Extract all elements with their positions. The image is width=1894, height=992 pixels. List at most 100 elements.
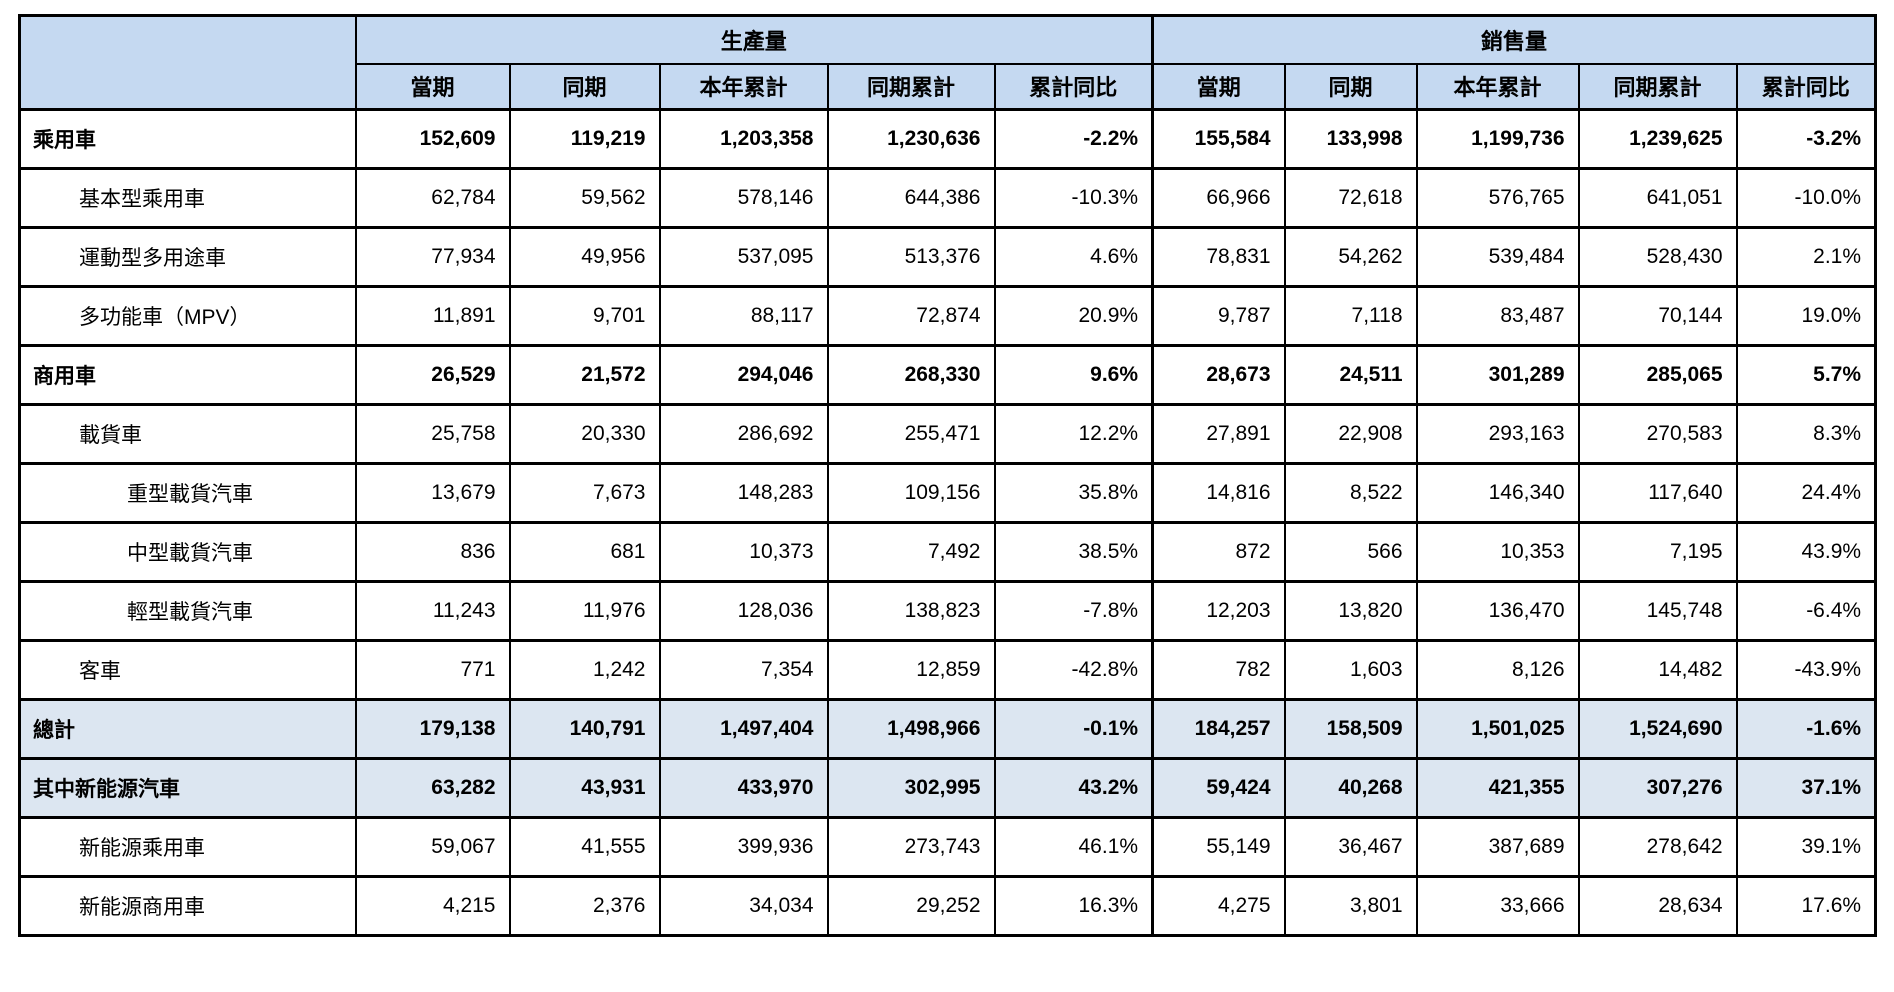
production-cell: 41,555 — [508, 816, 661, 878]
production-cell: -0.1% — [993, 698, 1154, 760]
production-cell: 681 — [508, 521, 661, 583]
sales-cell: 133,998 — [1283, 108, 1418, 170]
production-cell: -7.8% — [993, 580, 1154, 642]
sales-cell: 576,765 — [1415, 167, 1580, 229]
production-cell: 2,376 — [508, 875, 661, 937]
table-row: 載貨車 25,758 20,330 286,692 255,471 12.2% 27,891… — [18, 403, 1877, 465]
production-cell: 4.6% — [993, 226, 1154, 288]
table-row: 中型載貨汽車 836 681 10,373 7,492 38.5% 872 566 10,353… — [18, 521, 1877, 583]
sales-cell: 270,583 — [1577, 403, 1738, 465]
production-cell: 11,976 — [508, 580, 661, 642]
production-cell: 1,497,404 — [658, 698, 829, 760]
sales-cell: 12,203 — [1151, 580, 1286, 642]
sales-cell: 7,195 — [1577, 521, 1738, 583]
table-row: 乘用車 152,609 119,219 1,203,358 1,230,636 -2.2%… — [18, 108, 1877, 170]
production-cell: 148,283 — [658, 462, 829, 524]
sales-cell: 184,257 — [1151, 698, 1286, 760]
production-cell: 268,330 — [826, 344, 996, 406]
col-header-production-yoy: 累計同比 — [993, 62, 1154, 111]
sales-cell: 70,144 — [1577, 285, 1738, 347]
sales-cell: 1,239,625 — [1577, 108, 1738, 170]
sales-cell: 14,482 — [1577, 639, 1738, 701]
table-row: 新能源乘用車 59,067 41,555 399,936 273,743 46.1% 55,… — [18, 816, 1877, 878]
sales-cell: 158,509 — [1283, 698, 1418, 760]
sales-cell: 36,467 — [1283, 816, 1418, 878]
production-cell: 119,219 — [508, 108, 661, 170]
production-cell: 1,242 — [508, 639, 661, 701]
sales-cell: 4,275 — [1151, 875, 1286, 937]
row-label: 新能源商用車 — [18, 875, 357, 937]
table-row: 商用車 26,529 21,572 294,046 268,330 9.6% 28,673 2… — [18, 344, 1877, 406]
sales-cell: 24,511 — [1283, 344, 1418, 406]
sales-cell: -43.9% — [1735, 639, 1877, 701]
production-cell: 294,046 — [658, 344, 829, 406]
row-label: 客車 — [18, 639, 357, 701]
production-cell: 644,386 — [826, 167, 996, 229]
sales-cell: 9,787 — [1151, 285, 1286, 347]
table-row: 客車 771 1,242 7,354 12,859 -42.8% 782 1,603 8,126… — [18, 639, 1877, 701]
production-cell: 140,791 — [508, 698, 661, 760]
production-cell: 836 — [354, 521, 511, 583]
sales-cell: 10,353 — [1415, 521, 1580, 583]
col-header-sales-ytd: 本年累計 — [1415, 62, 1580, 111]
col-header-sales-prior: 同期 — [1283, 62, 1418, 111]
production-group-header: 生產量 — [354, 14, 1154, 65]
sales-cell: -6.4% — [1735, 580, 1877, 642]
sales-group-header: 銷售量 — [1151, 14, 1877, 65]
sales-cell: 782 — [1151, 639, 1286, 701]
production-cell: 513,376 — [826, 226, 996, 288]
row-label: 中型載貨汽車 — [18, 521, 357, 583]
sales-cell: 528,430 — [1577, 226, 1738, 288]
production-cell: 16.3% — [993, 875, 1154, 937]
production-cell: 152,609 — [354, 108, 511, 170]
sales-cell: 387,689 — [1415, 816, 1580, 878]
sales-cell: 72,618 — [1283, 167, 1418, 229]
production-cell: 43.2% — [993, 757, 1154, 819]
production-cell: 88,117 — [658, 285, 829, 347]
sales-cell: 539,484 — [1415, 226, 1580, 288]
table-row: 運動型多用途車 77,934 49,956 537,095 513,376 4.6% 78,… — [18, 226, 1877, 288]
production-cell: 433,970 — [658, 757, 829, 819]
col-header-sales-prior-ytd: 同期累計 — [1577, 62, 1738, 111]
production-cell: 7,354 — [658, 639, 829, 701]
sales-cell: 1,603 — [1283, 639, 1418, 701]
production-cell: 12,859 — [826, 639, 996, 701]
row-label: 運動型多用途車 — [18, 226, 357, 288]
sales-cell: 78,831 — [1151, 226, 1286, 288]
row-label: 重型載貨汽車 — [18, 462, 357, 524]
production-cell: 7,673 — [508, 462, 661, 524]
production-cell: 537,095 — [658, 226, 829, 288]
sales-cell: 55,149 — [1151, 816, 1286, 878]
production-cell: 62,784 — [354, 167, 511, 229]
row-label: 乘用車 — [18, 108, 357, 170]
sales-cell: 1,199,736 — [1415, 108, 1580, 170]
production-cell: 38.5% — [993, 521, 1154, 583]
sales-cell: 307,276 — [1577, 757, 1738, 819]
production-cell: 1,230,636 — [826, 108, 996, 170]
production-cell: 59,562 — [508, 167, 661, 229]
production-cell: 4,215 — [354, 875, 511, 937]
col-header-production-ytd: 本年累計 — [658, 62, 829, 111]
sales-cell: 33,666 — [1415, 875, 1580, 937]
production-cell: 578,146 — [658, 167, 829, 229]
sales-cell: 8,126 — [1415, 639, 1580, 701]
production-cell: 43,931 — [508, 757, 661, 819]
row-label: 輕型載貨汽車 — [18, 580, 357, 642]
production-cell: 46.1% — [993, 816, 1154, 878]
group-header-row: 生產量 銷售量 — [18, 14, 1877, 111]
sales-cell: 293,163 — [1415, 403, 1580, 465]
sales-cell: 7,118 — [1283, 285, 1418, 347]
row-label: 其中新能源汽車 — [18, 757, 357, 819]
production-cell: 1,203,358 — [658, 108, 829, 170]
production-cell: 20.9% — [993, 285, 1154, 347]
sales-cell: 155,584 — [1151, 108, 1286, 170]
production-cell: 59,067 — [354, 816, 511, 878]
production-cell: 273,743 — [826, 816, 996, 878]
production-cell: 179,138 — [354, 698, 511, 760]
sales-cell: -3.2% — [1735, 108, 1877, 170]
col-header-production-prior-ytd: 同期累計 — [826, 62, 996, 111]
sales-cell: 641,051 — [1577, 167, 1738, 229]
sales-cell: 145,748 — [1577, 580, 1738, 642]
table-row: 其中新能源汽車 63,282 43,931 433,970 302,995 43.2% 59… — [18, 757, 1877, 819]
sales-cell: 566 — [1283, 521, 1418, 583]
